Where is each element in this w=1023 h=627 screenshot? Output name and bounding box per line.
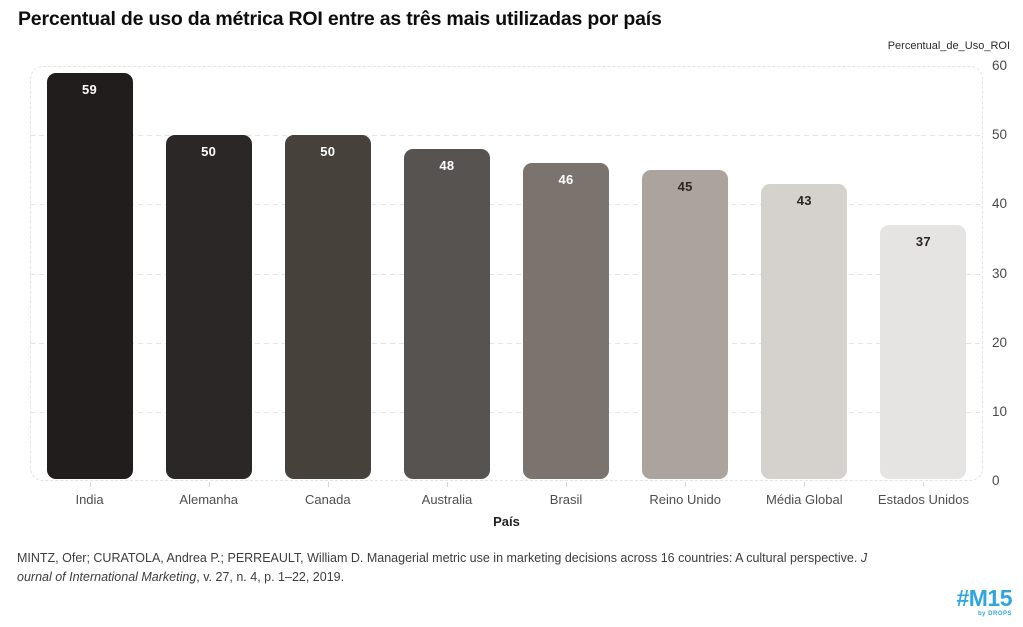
chart-title: Percentual de uso da métrica ROI entre a… [18, 8, 662, 30]
x-tick-label-média-global: Média Global [766, 492, 843, 507]
gridline-40 [30, 204, 983, 206]
m15-logo-text: #M15 [956, 585, 1012, 611]
y-tick-label-20: 20 [992, 334, 1008, 350]
m15-logo: #M15 by DROPS [956, 585, 1012, 618]
x-tick-label-alemanha: Alemanha [179, 492, 238, 507]
bar-value-label: 45 [677, 178, 693, 194]
bar-estados-unidos [880, 225, 967, 479]
x-tick-mark [89, 482, 91, 487]
bar-value-label: 46 [558, 171, 574, 187]
x-tick-label-estados-unidos: Estados Unidos [877, 492, 969, 507]
x-tick-mark [804, 482, 806, 487]
x-tick-label-canada: Canada [305, 492, 351, 507]
bar-value-label: 59 [82, 81, 98, 97]
bar-australia [403, 149, 490, 479]
y-axis-title: Percentual_de_Uso_ROI [887, 40, 1010, 52]
citation-text: MINTZ, Ofer; CURATOLA, Andrea P.; PERREA… [17, 549, 1012, 587]
x-tick-mark [208, 482, 210, 487]
bar-value-label: 50 [201, 144, 217, 160]
x-tick-mark [566, 482, 568, 487]
bar-value-label: 37 [915, 234, 931, 250]
bar-canada [284, 135, 371, 479]
bar-brasil [523, 162, 610, 479]
x-tick-mark [327, 482, 329, 487]
y-tick-label-0: 0 [992, 473, 1000, 488]
x-tick-label-india: India [75, 492, 104, 507]
gridline-30 [30, 273, 983, 275]
m15-logo-subtext: by DROPS [977, 611, 1012, 617]
x-axis-title: País [493, 514, 520, 529]
bar-alemanha [165, 135, 252, 479]
bar-value-label: 43 [796, 192, 812, 208]
x-tick-label-australia: Australia [421, 492, 473, 507]
x-tick-mark [446, 482, 448, 487]
bar-value-label: 50 [320, 144, 336, 160]
bar-média-global [761, 183, 848, 479]
citation-line: ournal of International Marketing, v. 27… [17, 570, 345, 584]
y-tick-label-60: 60 [992, 58, 1008, 73]
bar-reino-unido [642, 169, 729, 479]
bar-india [46, 72, 133, 479]
y-tick-label-50: 50 [992, 127, 1008, 143]
x-tick-label-reino-unido: Reino Unido [649, 492, 721, 507]
y-tick-label-10: 10 [992, 403, 1008, 419]
x-tick-mark [685, 482, 687, 487]
x-tick-mark [923, 482, 925, 487]
gridline-20 [30, 342, 983, 344]
y-tick-label-40: 40 [992, 196, 1008, 212]
gridline-10 [30, 411, 983, 413]
bar-value-label: 48 [439, 158, 455, 173]
x-tick-label-brasil: Brasil [549, 492, 583, 507]
citation-line: MINTZ, Ofer; CURATOLA, Andrea P.; PERREA… [17, 551, 868, 565]
y-tick-label-30: 30 [992, 265, 1008, 281]
gridline-50 [30, 135, 983, 137]
